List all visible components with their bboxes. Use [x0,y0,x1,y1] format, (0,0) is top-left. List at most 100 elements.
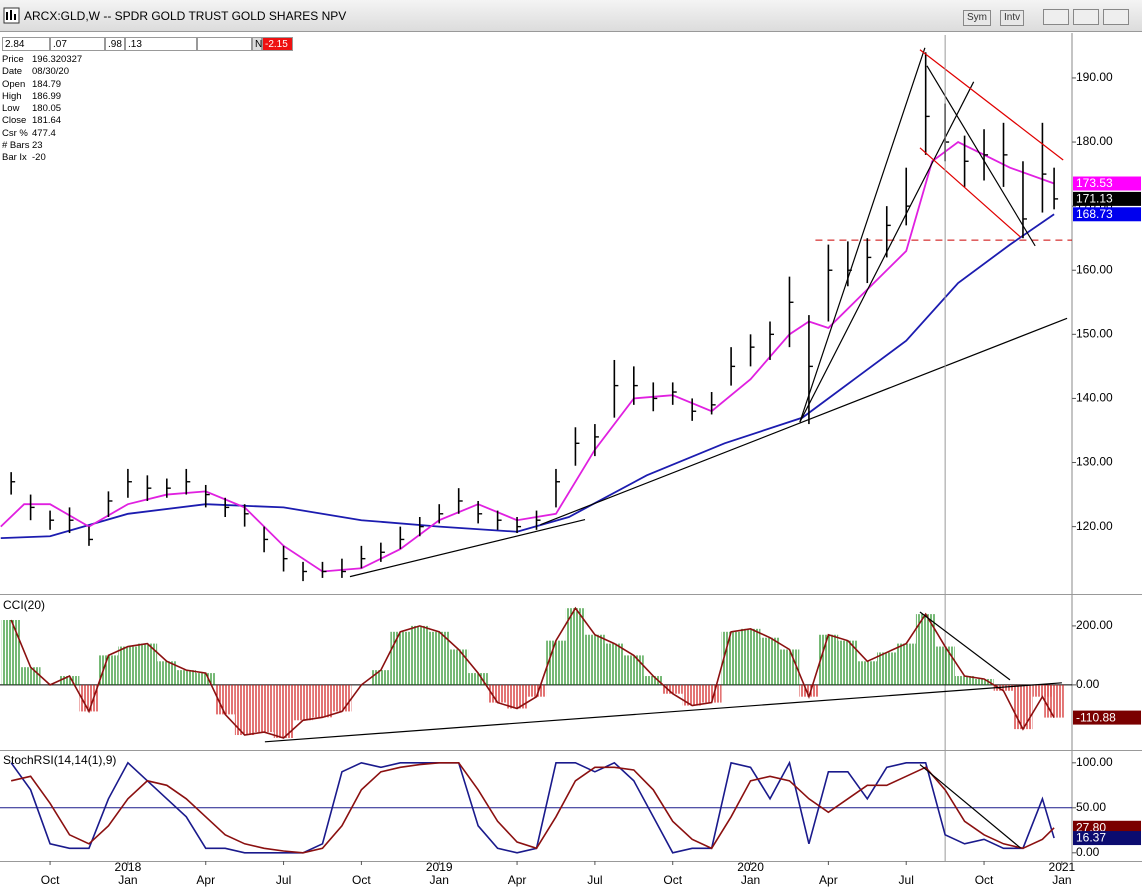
data-label: High [2,90,22,102]
info-cell: .07 [50,37,105,51]
cci-bar [721,631,741,685]
cci-bar [215,684,235,715]
trend-line [919,764,1021,849]
y-tick-label: 0.00 [1076,845,1100,859]
data-value: 08/30/20 [32,66,69,78]
panel [0,47,1072,582]
info-cell: -2.15 [262,37,293,51]
cci-bar [1013,684,1033,730]
window-title: ARCX:GLD,W -- SPDR GOLD TRUST GOLD SHARE… [24,9,347,23]
cci-bar [643,676,663,685]
cci-bar [1044,684,1064,718]
cci-bar [740,628,761,685]
price-label: -110.88 [1076,710,1116,724]
price-label: 171.13 [1076,192,1113,206]
cci-bar [507,684,527,709]
cci-bar [779,649,800,685]
cci-bar [857,661,878,685]
x-year-label: 2019 [426,860,453,874]
minimize-button[interactable] [1043,9,1069,25]
x-tick-label: Jan [741,873,760,887]
panel-title: CCI(20) [3,598,45,612]
data-value: 23 [32,140,43,152]
cci-bar [993,684,1014,691]
cci-bar [818,634,839,685]
y-tick-label: 150.00 [1076,327,1113,341]
data-value: 180.05 [32,103,62,115]
cci-bar [526,684,547,697]
trend-line [349,518,586,578]
cci-bar [954,676,975,685]
info-cell: .98 [105,37,125,51]
intv-button[interactable]: Intv [1000,10,1025,26]
price-label-bg [1073,207,1141,222]
price-label-bg [1073,710,1141,725]
panel-title: StochRSI(14,14(1),9) [3,753,116,767]
cci-bar [585,634,605,685]
cci-bar [20,667,41,685]
price-label-bg [1073,831,1141,846]
cci-bar [565,608,586,685]
cci-bar [604,643,625,685]
data-label: Close [2,115,27,127]
cci-bar [662,684,683,694]
x-tick-label: Oct [41,873,60,887]
data-row: Close 181.64 [2,115,62,127]
cci-bar [487,684,508,703]
cci-bar [701,684,722,703]
cci-bar [254,684,274,733]
panel [0,606,1072,743]
data-label: Bar Ix [2,152,27,164]
y-tick-label: 130.00 [1076,455,1113,469]
x-tick-label: Apr [508,873,527,887]
x-tick-label: Jan [430,873,449,887]
cci-bar [896,643,916,685]
cci-bar [293,684,313,721]
close-button[interactable] [1103,9,1129,25]
data-value: 186.99 [32,90,62,102]
cci-bar [448,649,469,685]
cci-bar [624,655,644,685]
data-value: -20 [32,152,46,164]
title-bar: ARCX:GLD,W -- SPDR GOLD TRUST GOLD SHARE… [0,0,1142,32]
cci-bar [79,684,99,712]
sym-button[interactable]: Sym [963,10,991,26]
price-label: 16.37 [1076,831,1106,845]
y-tick-label: 120.00 [1076,519,1113,533]
cci-bar [390,631,411,685]
app-icon [3,7,20,24]
x-tick-label: Jul [276,873,291,887]
price-label: 27.80 [1076,820,1106,834]
cci-bar [371,670,391,685]
data-row: Price 196.320327 [2,54,83,66]
data-row: # Bars 23 [2,140,62,152]
maximize-button[interactable] [1073,9,1099,25]
x-tick-label: Oct [975,873,994,887]
data-value: 184.79 [32,78,62,90]
x-tick-label: Jan [118,873,137,887]
info-cell: .13 [125,37,197,51]
x-tick-label: Jul [587,873,602,887]
x-tick-label: Jul [899,873,914,887]
cci-bar [59,676,80,685]
cci-bar [312,684,333,718]
cci-bar [98,655,119,685]
cci-bar [760,637,780,685]
data-row: Bar Ix -20 [2,152,62,164]
y-tick-label: 190.00 [1076,70,1113,84]
panel [0,760,1072,854]
cci-line [10,606,1055,739]
cci-bar [137,643,158,685]
y-tick-label: 140.00 [1076,391,1113,405]
data-value: 196.320327 [32,54,83,65]
data-value: 181.64 [32,115,62,127]
info-cell: 2.84 [2,37,50,51]
x-tick-label: Oct [352,873,371,887]
info-cell: N [252,37,262,51]
data-row: Date 08/30/20 [2,66,69,78]
data-label: Open [2,78,26,90]
cci-bar [915,614,936,685]
x-tick-label: Jan [1052,873,1071,887]
y-tick-label: 180.00 [1076,134,1113,148]
